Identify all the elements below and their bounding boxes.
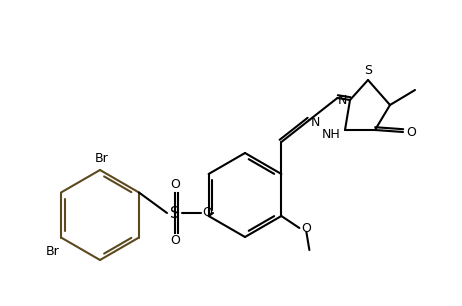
Text: S: S: [364, 64, 372, 76]
Text: Br: Br: [95, 151, 109, 165]
Text: NH: NH: [322, 128, 340, 140]
Text: O: O: [301, 222, 311, 234]
Text: N: N: [310, 115, 320, 129]
Text: O: O: [202, 207, 212, 219]
Text: O: O: [170, 178, 180, 192]
Text: O: O: [406, 125, 416, 139]
Text: O: O: [170, 234, 180, 248]
Text: S: S: [170, 206, 180, 221]
Text: Br: Br: [46, 245, 60, 258]
Text: N: N: [338, 94, 347, 106]
